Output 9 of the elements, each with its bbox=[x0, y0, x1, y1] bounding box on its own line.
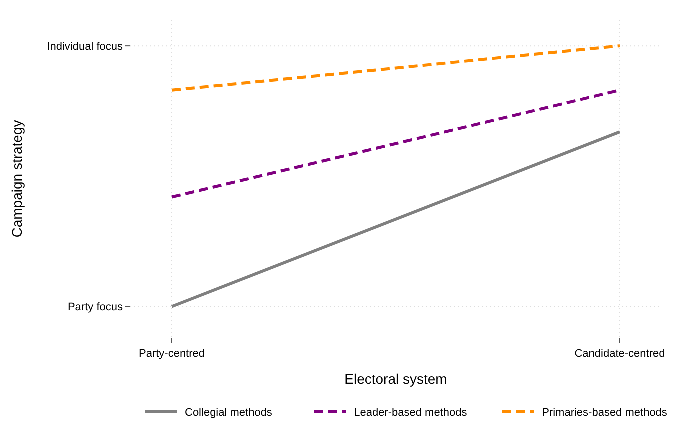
x-tick-label: Party-centred bbox=[138, 348, 206, 360]
x-tick-label: Candidate-centred bbox=[574, 348, 666, 360]
annotation: Individual focus bbox=[47, 40, 124, 53]
legend-label: Primaries-based methods bbox=[542, 406, 668, 419]
x-axis-title: Electoral system bbox=[344, 371, 448, 387]
y-axis-title: Campaign strategy bbox=[9, 120, 25, 238]
legend-label: Leader-based methods bbox=[354, 406, 468, 419]
annotation: Party focus bbox=[68, 302, 124, 314]
legend-label: Collegial methods bbox=[185, 406, 273, 419]
